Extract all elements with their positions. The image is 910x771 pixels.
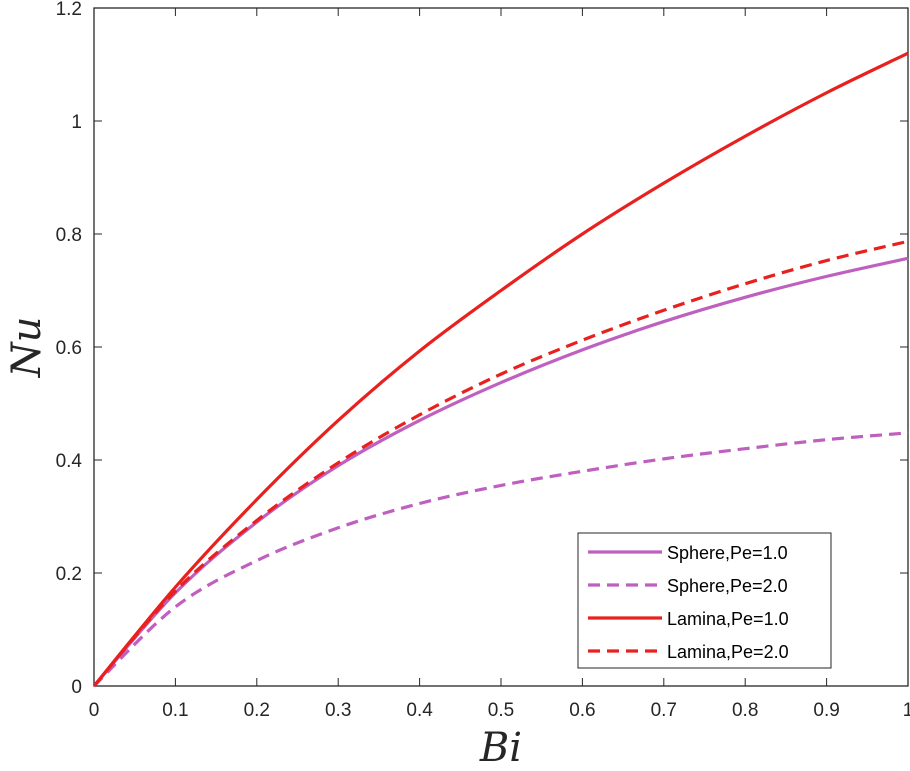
y-tick-label: 1 (71, 112, 82, 133)
y-tick-label: 1.2 (56, 0, 82, 20)
legend: Sphere,Pe=1.0 Sphere,Pe=2.0 Lamina,Pe=1.0 L… (577, 532, 832, 669)
x-tick-label: 0.1 (162, 700, 188, 721)
series-line-sphere-pe-2-0 (92, 431, 909, 688)
x-tick-label: 0.5 (488, 700, 514, 721)
x-tick-label: 0 (89, 700, 100, 721)
series-lines (92, 51, 909, 688)
legend-label: Lamina,Pe=2.0 (667, 642, 789, 662)
x-tick-label: 0.8 (732, 700, 758, 721)
x-tick-label: 0.7 (651, 700, 677, 721)
y-axis-title: Nu (4, 317, 50, 379)
x-axis-title: Bi (479, 725, 522, 771)
x-tick-label: 0.3 (325, 700, 351, 721)
x-tick-label: 0.4 (406, 700, 433, 721)
y-tick-label: 0.4 (56, 451, 83, 472)
x-tick-label: 0.2 (244, 700, 270, 721)
y-axis-ticks: 0 0.2 0.4 0.6 0.8 1 1.2 (56, 0, 908, 698)
series-line-lamina-pe-1-0 (92, 51, 909, 688)
x-axis-ticks: 0 0.1 0.2 0.3 0.4 0.5 0.6 0.7 0.8 0.9 1 (89, 8, 910, 721)
y-tick-label: 0 (71, 677, 82, 698)
legend-label: Sphere,Pe=1.0 (667, 543, 788, 563)
x-tick-label: 0.6 (569, 700, 595, 721)
legend-label: Sphere,Pe=2.0 (667, 576, 788, 596)
legend-label: Lamina,Pe=1.0 (667, 609, 789, 629)
x-tick-label: 1 (903, 700, 910, 721)
legend-box (577, 532, 832, 669)
series-line-lamina-pe-2-0 (92, 239, 909, 688)
x-tick-label: 0.9 (813, 700, 839, 721)
y-tick-label: 0.2 (56, 564, 82, 585)
y-tick-label: 0.8 (56, 225, 82, 246)
y-tick-label: 0.6 (56, 338, 82, 359)
